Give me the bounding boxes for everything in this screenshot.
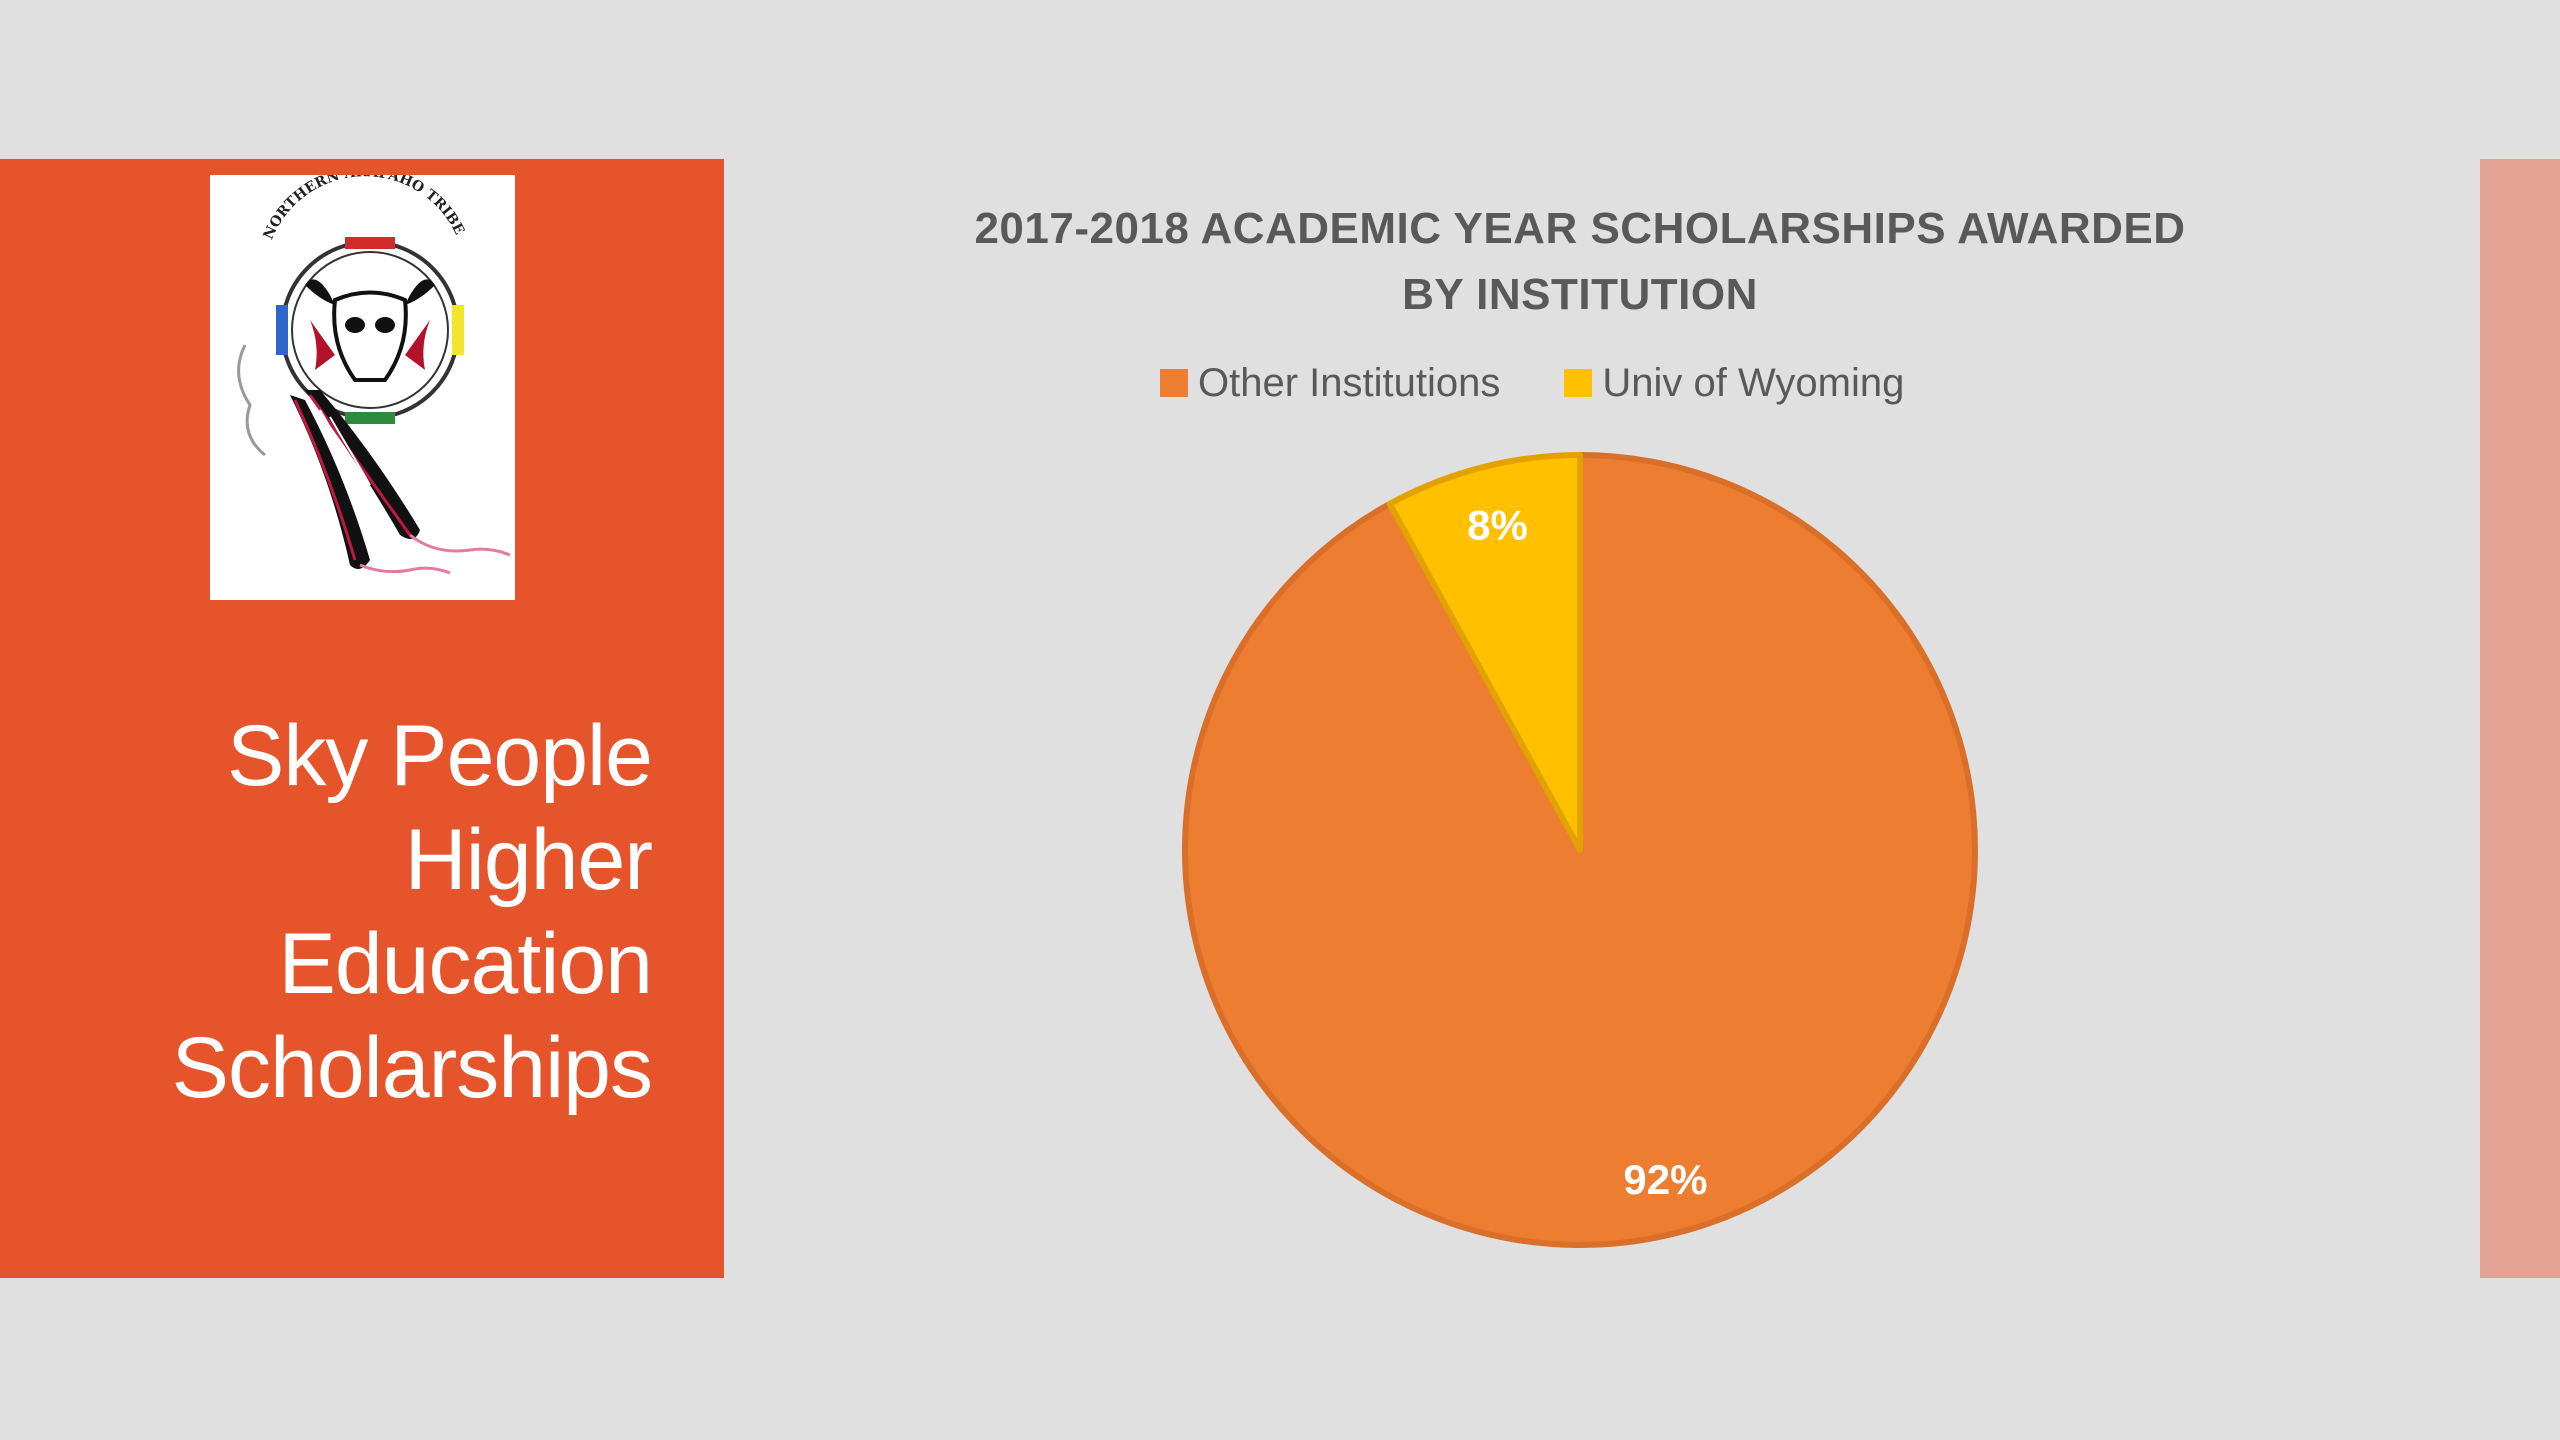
- logo-text: NORTHERN ARAPAHO TRIBE: [261, 175, 468, 242]
- chart-legend: Other Institutions Univ of Wyoming: [1160, 355, 2020, 411]
- legend-item-other-institutions: Other Institutions: [1160, 361, 1500, 406]
- slide-title: Sky People Higher Education Scholarships: [32, 704, 653, 1120]
- legend-item-univ-of-wyoming: Univ of Wyoming: [1564, 361, 1904, 406]
- svg-text:NORTHERN ARAPAHO TRIBE: NORTHERN ARAPAHO TRIBE: [261, 175, 468, 242]
- tribal-emblem-icon: NORTHERN ARAPAHO TRIBE: [237, 175, 511, 575]
- right-accent-strip: [2480, 159, 2560, 1278]
- legend-swatch: [1160, 369, 1188, 397]
- slide-title-line: Scholarships: [171, 1020, 653, 1116]
- chart-title: 2017-2018 ACADEMIC YEAR SCHOLARSHIPS AWA…: [860, 196, 2300, 328]
- slide-title-line: Higher: [404, 812, 653, 908]
- tribe-logo: NORTHERN ARAPAHO TRIBE: [210, 175, 515, 600]
- chart-title-line: BY INSTITUTION: [1402, 270, 1758, 319]
- legend-label: Other Institutions: [1198, 360, 1501, 405]
- data-label-other-institutions: 92%: [1623, 1156, 1707, 1203]
- slide-title-line: Sky People: [226, 708, 653, 804]
- slide-title-line: Education: [278, 916, 653, 1012]
- legend-label: Univ of Wyoming: [1602, 360, 1905, 405]
- pie-chart: 92% 8%: [1182, 452, 1978, 1248]
- data-label-univ-of-wyoming: 8%: [1467, 502, 1528, 549]
- pie-slice-univ-of-wyoming: [1386, 452, 1583, 853]
- legend-swatch: [1564, 369, 1593, 397]
- left-title-panel: NORTHERN ARAPAHO TRIBE Sky Peop: [0, 159, 724, 1278]
- chart-title-line: 2017-2018 ACADEMIC YEAR SCHOLARSHIPS AWA…: [974, 204, 2186, 253]
